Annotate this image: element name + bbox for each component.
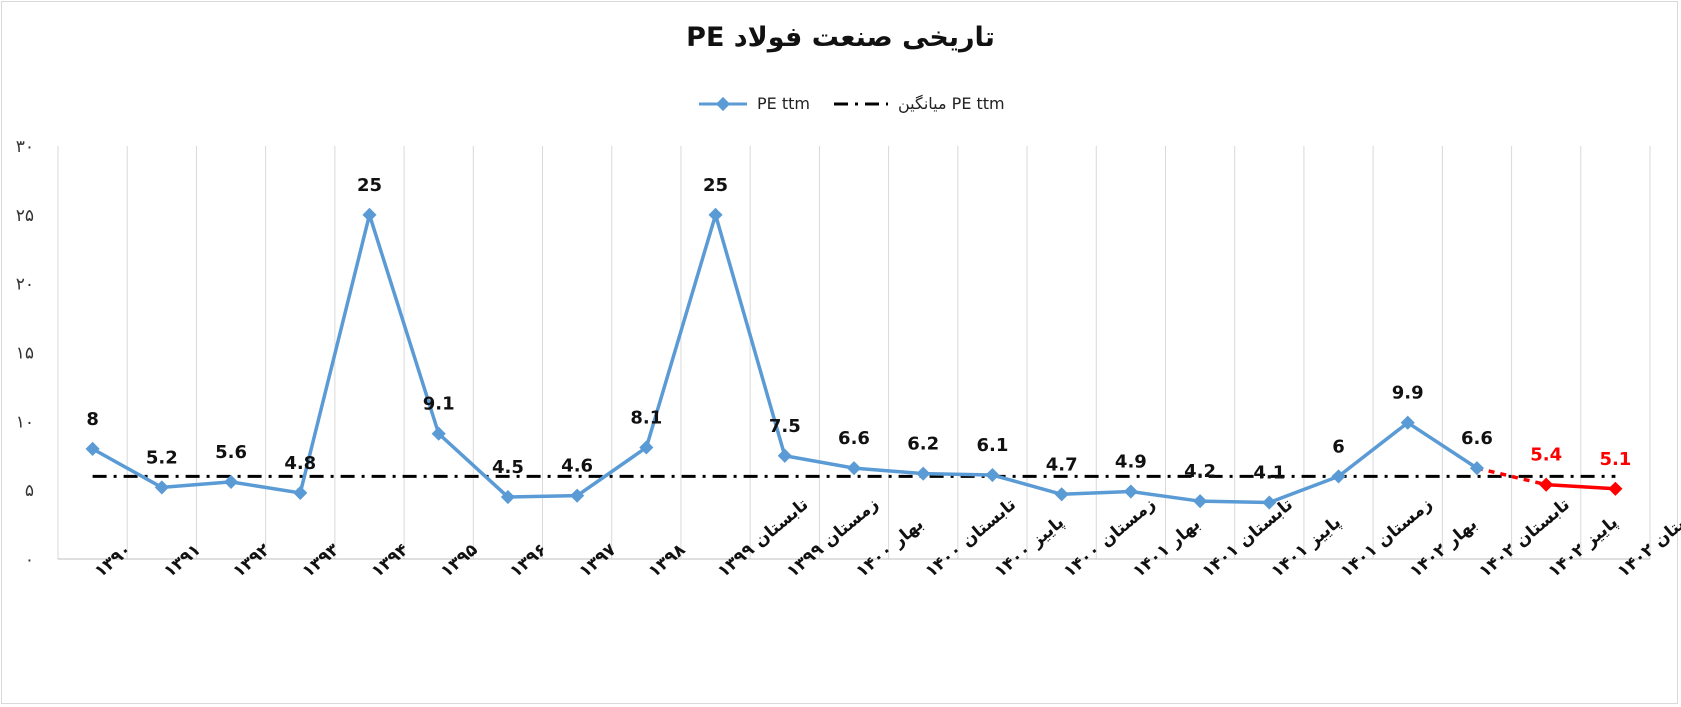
data-label: 4.5: [492, 457, 524, 478]
data-point: [777, 448, 792, 463]
legend-item-pe-ttm: PE ttm: [697, 94, 810, 113]
y-tick-label: ۱۰: [16, 412, 34, 432]
data-point: [500, 489, 515, 505]
data-label: 4.1: [1253, 463, 1285, 484]
data-label: 6.1: [976, 435, 1008, 456]
data-label: 25: [357, 175, 382, 196]
data-point: [570, 488, 585, 503]
data-label: 9.9: [1392, 383, 1424, 404]
data-point: [362, 207, 377, 222]
data-label: 6.6: [838, 428, 870, 449]
data-label: 25: [703, 175, 728, 196]
legend-line-pe-ttm-icon: [699, 96, 747, 111]
y-tick-label: ۲۵: [16, 206, 34, 226]
data-point: [639, 440, 654, 455]
data-point: [1400, 415, 1415, 430]
y-tick-label: ۵: [25, 481, 34, 501]
data-point: [1608, 481, 1623, 496]
data-point: [1054, 487, 1069, 502]
data-label: 4.7: [1046, 454, 1078, 475]
data-point: [985, 467, 1000, 483]
data-point: [916, 466, 931, 481]
data-point: [1469, 461, 1485, 476]
data-point: [154, 480, 169, 495]
data-label: 8.1: [630, 407, 662, 428]
data-label: 4.8: [284, 453, 316, 474]
legend-label-average: میانگین PE ttm: [898, 94, 1005, 113]
legend-item-average: میانگین PE ttm: [832, 94, 1005, 113]
data-point: [85, 441, 100, 456]
x-tick-label: زمستان ۱۴۰۲: [1614, 494, 1681, 582]
legend-label-pe-ttm: PE ttm: [757, 94, 810, 113]
y-tick-label: ۱۵: [16, 344, 34, 364]
x-tick-label: ۱۳۹۲: [229, 539, 274, 581]
x-tick-label: ۱۳۹۴: [368, 540, 413, 582]
chart-title: PE تاریخی صنعت فولاد: [686, 22, 995, 53]
data-label: 5.1: [1599, 449, 1631, 470]
data-point: [708, 207, 723, 222]
y-tick-label: ۳۰: [16, 137, 34, 157]
x-tick-label: ۱۳۹۶: [506, 540, 551, 582]
data-label: 4.2: [1184, 461, 1216, 482]
x-tick-label: ۱۳۹۵: [437, 540, 482, 582]
data-label: 5.2: [146, 447, 178, 468]
data-label: 6.6: [1461, 428, 1493, 449]
data-label: 4.9: [1115, 452, 1147, 473]
x-tick-label: ۱۳۹۸: [645, 539, 690, 581]
x-tick-label: ۱۳۹۰: [91, 540, 136, 582]
data-point: [1193, 494, 1208, 509]
data-label: 7.5: [769, 416, 801, 437]
data-point: [1262, 495, 1277, 510]
data-point: [293, 485, 308, 500]
y-tick-label: ۰: [25, 550, 34, 570]
series-line-pe-ttm-forecast: [1546, 482, 1616, 491]
data-label: 5.6: [215, 442, 247, 463]
x-tick-label: ۱۳۹۳: [299, 539, 344, 581]
x-tick-label: ۱۳۹۱: [160, 540, 205, 582]
data-label: 6: [1332, 436, 1345, 457]
data-point: [1331, 469, 1346, 484]
x-tick-label: ۱۳۹۷: [575, 539, 620, 581]
data-label: 9.1: [423, 394, 455, 415]
data-label: 6.2: [907, 434, 939, 455]
data-point: [1539, 477, 1554, 492]
data-point: [223, 474, 239, 489]
data-label: 5.4: [1530, 445, 1562, 466]
y-tick-label: ۲۰: [16, 275, 34, 295]
data-point: [431, 426, 446, 441]
legend: PE ttm میانگین PE ttm: [0, 94, 1681, 118]
legend-line-average-icon: [834, 102, 888, 105]
data-point: [1123, 484, 1138, 499]
data-label: 8: [86, 409, 99, 430]
data-label: 4.6: [561, 456, 593, 477]
data-point: [846, 461, 862, 476]
